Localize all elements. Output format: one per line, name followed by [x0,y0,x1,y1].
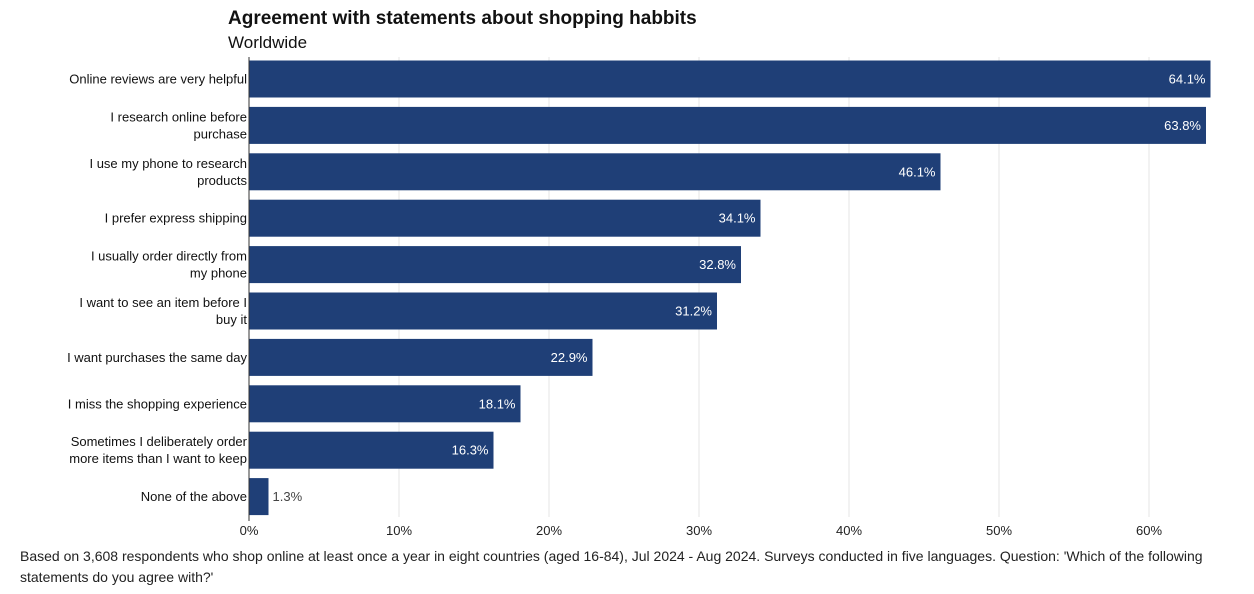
bar [249,199,761,237]
data-label: 64.1% [1169,72,1206,87]
x-tick-label: 40% [836,523,862,538]
x-tick-label: 50% [986,523,1012,538]
chart-title: Agreement with statements about shopping… [228,8,697,29]
data-label: 22.9% [551,350,588,365]
category-label: I prefer express shipping [105,211,247,226]
data-label: 63.8% [1164,118,1201,133]
bar [249,385,521,423]
bar [249,60,1211,98]
x-tick-label: 30% [686,523,712,538]
x-tick-label: 20% [536,523,562,538]
category-label: I usually order directly from my phone [91,249,247,281]
data-label: 34.1% [719,211,756,226]
bar [249,478,269,516]
x-tick-label: 10% [386,523,412,538]
bar [249,246,741,284]
bar [249,431,494,469]
category-label: None of the above [141,489,247,504]
category-label: I use my phone to research products [89,156,247,188]
bar [249,338,593,376]
bar [249,292,717,330]
category-label: I want purchases the same day [67,350,247,365]
data-label: 1.3% [273,489,303,504]
category-label: I research online before purchase [110,109,247,141]
bar-chart: 0% 10% 20% 30% 40% 50% 60% 64.1% Online reviews … [67,57,1211,538]
chart-subtitle: Worldwide [228,33,308,52]
category-label: I miss the shopping experience [68,396,247,411]
category-label: Online reviews are very helpful [69,72,247,87]
bar [249,106,1206,144]
footnote: Based on 3,608 respondents who shop onli… [20,548,1203,585]
data-label: 32.8% [699,257,736,272]
data-label: 18.1% [479,396,516,411]
data-label: 16.3% [452,443,489,458]
data-label: 46.1% [899,164,936,179]
category-label: Sometimes I deliberately order more items… [69,434,247,466]
bar [249,153,941,191]
x-tick-label: 0% [240,523,259,538]
data-label: 31.2% [675,304,712,319]
x-tick-label: 60% [1136,523,1162,538]
